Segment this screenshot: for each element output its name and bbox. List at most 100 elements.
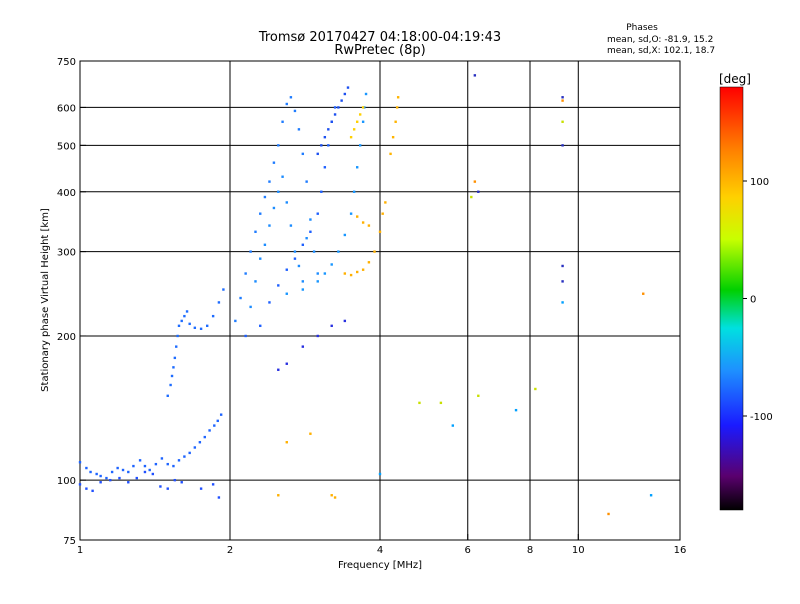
data-point (316, 272, 319, 275)
data-point (477, 394, 480, 398)
data-point (173, 356, 177, 360)
data-point (297, 128, 301, 131)
y-tick-label: 100 (57, 476, 76, 487)
x-tick-label: 1 (77, 545, 83, 556)
data-point (99, 474, 102, 478)
data-point (151, 472, 155, 476)
data-point (89, 470, 92, 474)
data-point (561, 280, 564, 283)
chart-title: Tromsø 20170427 04:18:00-04:19:43 (258, 30, 501, 45)
data-point (175, 345, 178, 348)
y-tick-label: 400 (57, 188, 76, 199)
data-point (249, 305, 252, 309)
data-point (473, 74, 477, 77)
x-tick-label: 2 (227, 545, 233, 556)
data-point (285, 441, 288, 444)
data-point (154, 462, 158, 466)
data-point (249, 250, 252, 253)
stats-heading: Phases (626, 23, 658, 33)
data-point (143, 464, 147, 468)
x-tick-label: 6 (465, 545, 471, 556)
data-point (78, 483, 82, 486)
data-point (169, 383, 172, 387)
data-point (301, 243, 305, 246)
data-point (309, 432, 312, 435)
data-point (180, 481, 183, 484)
data-point (561, 99, 564, 102)
data-point (301, 345, 305, 348)
y-tick-label: 600 (57, 103, 76, 114)
data-point (418, 401, 421, 405)
data-point (263, 243, 267, 246)
data-point (333, 496, 337, 499)
x-tick-label: 8 (527, 545, 533, 556)
data-point (358, 113, 362, 116)
data-point (373, 250, 376, 253)
data-point (301, 280, 305, 283)
data-point (355, 270, 359, 274)
data-point (394, 120, 397, 123)
data-point (477, 190, 480, 193)
data-point (327, 144, 330, 147)
data-point (172, 366, 175, 369)
data-point (378, 230, 382, 233)
grid (80, 61, 680, 540)
data-point (309, 230, 312, 233)
data-point (323, 272, 327, 275)
data-point (208, 429, 211, 432)
colorbar-label: [deg] (719, 72, 751, 86)
data-point (217, 496, 221, 499)
data-point (222, 288, 225, 291)
data-point (99, 481, 102, 484)
data-point (378, 472, 382, 476)
data-point (395, 106, 399, 109)
chart-subtitle: RwPretec (8p) (334, 43, 425, 58)
data-point (95, 472, 98, 476)
data-point (361, 120, 365, 123)
axis-ticks: 1 2 4 6 8 10 16 75 100 200 300 400 500 600 750 (57, 57, 686, 556)
data-point (160, 457, 164, 460)
data-point (85, 466, 88, 470)
y-tick-label: 200 (57, 332, 76, 343)
data-point (327, 128, 330, 131)
data-point (349, 135, 353, 139)
data-point (367, 224, 371, 227)
data-point (355, 215, 359, 218)
data-point (127, 470, 130, 474)
data-point (301, 152, 305, 156)
data-point (109, 478, 112, 482)
data-point (272, 161, 276, 164)
data-point (352, 190, 356, 193)
data-point (289, 224, 293, 227)
data-point (391, 135, 395, 139)
data-point (316, 212, 319, 215)
data-point (561, 144, 564, 147)
data-point (268, 180, 271, 183)
data-point (343, 233, 347, 237)
data-point (244, 334, 247, 338)
data-point (254, 230, 257, 233)
data-point (121, 468, 125, 472)
data-point (301, 288, 305, 291)
data-point (193, 326, 197, 330)
data-point (340, 99, 343, 102)
data-point (205, 324, 209, 328)
data-point (173, 478, 177, 482)
data-point (561, 301, 564, 304)
colorbar (719, 86, 744, 511)
data-point (193, 446, 197, 449)
data-point (138, 459, 142, 462)
data-point (337, 250, 340, 253)
data-point (355, 120, 359, 123)
data-point (343, 92, 347, 96)
data-point (211, 314, 215, 318)
data-point (268, 224, 271, 227)
data-point (361, 106, 365, 109)
data-point (561, 120, 564, 123)
data-point (534, 387, 537, 391)
data-point (320, 144, 323, 147)
data-point (185, 310, 189, 313)
data-point (239, 296, 242, 300)
y-tick-label: 300 (57, 248, 76, 259)
data-point (166, 462, 169, 466)
